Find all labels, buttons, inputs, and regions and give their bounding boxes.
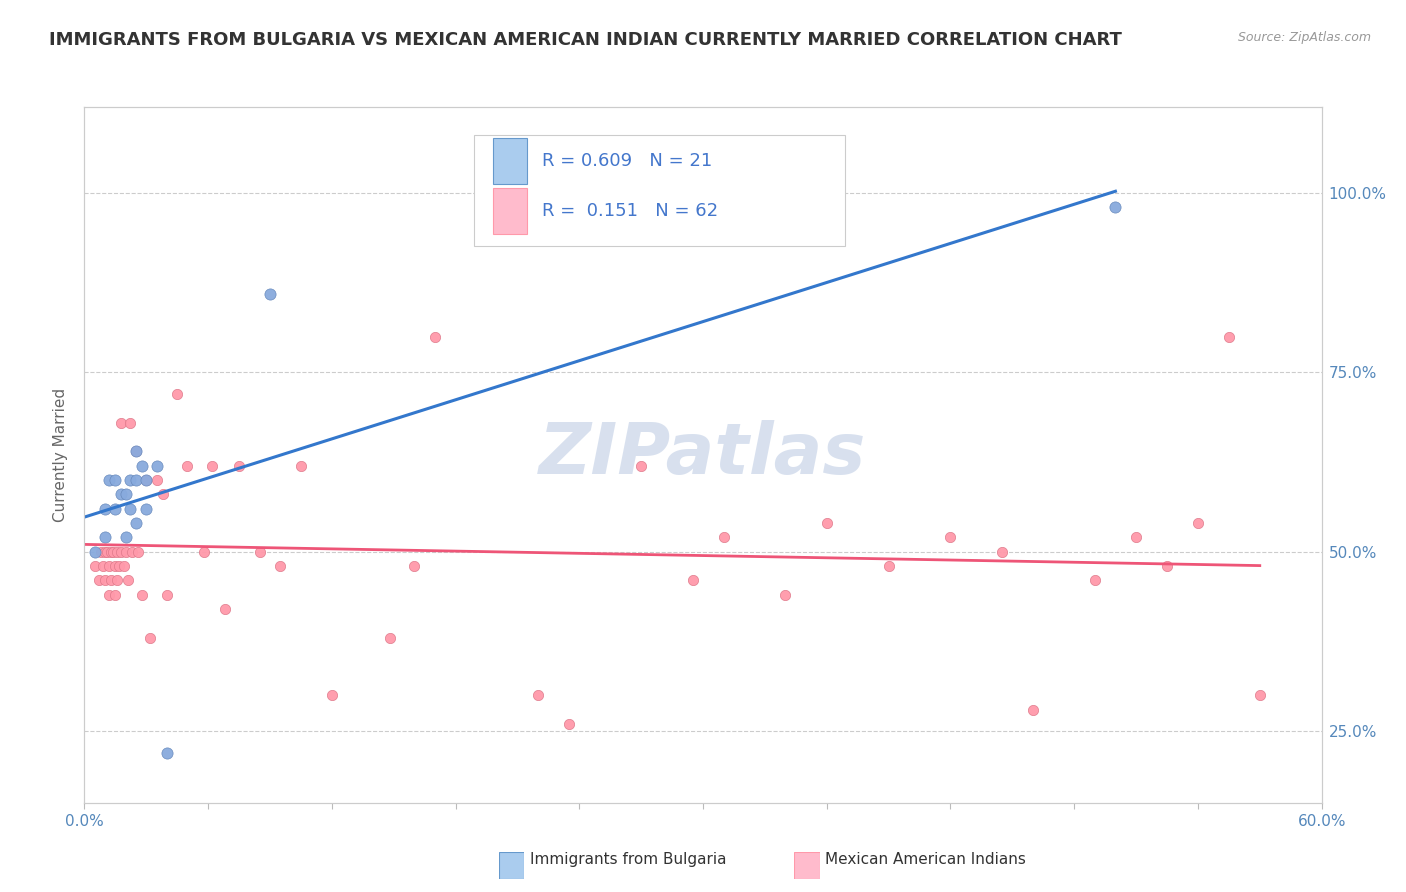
Point xyxy=(991,545,1014,559)
Point xyxy=(630,458,652,473)
Text: Immigrants from Bulgaria: Immigrants from Bulgaria xyxy=(530,852,727,867)
Point xyxy=(87,574,110,588)
Point xyxy=(125,444,148,458)
Point xyxy=(112,559,135,574)
Point xyxy=(1218,329,1240,343)
Point xyxy=(110,545,132,559)
Point xyxy=(193,545,215,559)
Text: IMMIGRANTS FROM BULGARIA VS MEXICAN AMERICAN INDIAN CURRENTLY MARRIED CORRELATIO: IMMIGRANTS FROM BULGARIA VS MEXICAN AMER… xyxy=(49,31,1122,49)
Point xyxy=(118,416,141,430)
Text: R = 0.609   N = 21: R = 0.609 N = 21 xyxy=(543,152,713,169)
Point xyxy=(176,458,198,473)
Point xyxy=(527,688,550,702)
Point xyxy=(1156,559,1178,574)
Point xyxy=(131,458,153,473)
Point xyxy=(423,329,446,343)
Point xyxy=(91,559,114,574)
Y-axis label: Currently Married: Currently Married xyxy=(53,388,69,522)
Point xyxy=(94,574,117,588)
Point xyxy=(100,545,122,559)
Point xyxy=(83,545,105,559)
Point xyxy=(290,458,312,473)
Point xyxy=(404,559,426,574)
Bar xyxy=(492,188,527,234)
Point xyxy=(104,501,127,516)
Point xyxy=(135,501,157,516)
Point xyxy=(105,574,128,588)
Point xyxy=(105,545,128,559)
Point xyxy=(114,530,136,544)
Point xyxy=(96,545,118,559)
Point xyxy=(110,416,132,430)
Point xyxy=(166,387,188,401)
Point xyxy=(815,516,838,530)
Point xyxy=(1187,516,1209,530)
Point xyxy=(145,473,167,487)
Point xyxy=(201,458,224,473)
Point xyxy=(1249,688,1271,702)
Point xyxy=(114,545,136,559)
Point xyxy=(94,530,117,544)
Point xyxy=(94,545,117,559)
Point xyxy=(104,473,127,487)
Point xyxy=(939,530,962,544)
Point xyxy=(98,473,121,487)
Point xyxy=(1125,530,1147,544)
Point xyxy=(152,487,174,501)
Point xyxy=(145,458,167,473)
Point xyxy=(1022,702,1045,716)
Bar xyxy=(492,138,527,184)
Point xyxy=(114,487,136,501)
Text: ZIPatlas: ZIPatlas xyxy=(540,420,866,490)
Text: Source: ZipAtlas.com: Source: ZipAtlas.com xyxy=(1237,31,1371,45)
Point xyxy=(228,458,250,473)
Point xyxy=(127,545,149,559)
Point xyxy=(269,559,291,574)
Point xyxy=(125,473,148,487)
Point xyxy=(259,286,281,301)
Point xyxy=(131,588,153,602)
Point xyxy=(90,545,112,559)
Point xyxy=(214,602,236,616)
Point xyxy=(682,574,704,588)
Point xyxy=(775,588,797,602)
Point xyxy=(125,444,148,458)
Text: R =  0.151   N = 62: R = 0.151 N = 62 xyxy=(543,202,718,219)
Point xyxy=(713,530,735,544)
Point xyxy=(1104,201,1126,215)
Point xyxy=(121,545,143,559)
FancyBboxPatch shape xyxy=(474,135,845,246)
Point xyxy=(378,631,401,645)
Point xyxy=(156,746,179,760)
Point xyxy=(104,559,127,574)
Text: Mexican American Indians: Mexican American Indians xyxy=(825,852,1026,867)
Point xyxy=(1084,574,1107,588)
Point xyxy=(83,559,105,574)
Point xyxy=(98,559,121,574)
Point xyxy=(98,588,121,602)
Point xyxy=(156,588,179,602)
Point xyxy=(125,516,148,530)
Point xyxy=(135,473,157,487)
Point xyxy=(104,588,127,602)
Point xyxy=(135,473,157,487)
Point xyxy=(321,688,343,702)
Point xyxy=(139,631,162,645)
Point xyxy=(558,717,581,731)
Point xyxy=(110,487,132,501)
Point xyxy=(877,559,900,574)
Point xyxy=(94,501,117,516)
Point xyxy=(117,574,139,588)
Point xyxy=(103,545,125,559)
Point xyxy=(118,473,141,487)
Point xyxy=(108,559,131,574)
Point xyxy=(118,501,141,516)
Point xyxy=(249,545,271,559)
Point xyxy=(100,574,122,588)
